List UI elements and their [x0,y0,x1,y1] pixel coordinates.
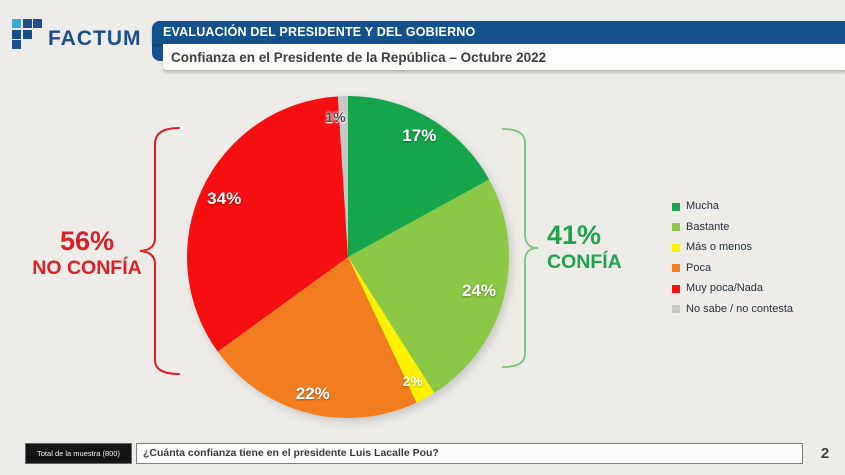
pie-chart: 17% 24% 2% 22% 34% 1% [187,96,509,418]
legend-item: Mucha [672,200,793,214]
legend-item: Bastante [672,221,793,235]
logo-square [22,19,32,28]
legend-swatch [672,243,680,252]
logo-square [12,40,21,49]
logo-square [22,29,32,39]
logo-square-empty [33,40,42,49]
confia-brace [502,128,539,368]
legend-label: Más o menos [686,241,753,253]
legend-label: Poca [686,261,712,274]
pie-slice-bastante [348,179,509,393]
legend-label: Bastante [686,220,730,233]
pie-data-label: 17% [402,126,437,146]
legend-item: Muy poca/Nada [672,282,793,296]
legend-item: Más o menos [672,241,793,255]
survey-question-text: ¿Cuánta confianza tiene en el presidente… [143,447,439,459]
no-confia-percent: 56% [59,226,115,256]
logo-square [12,19,21,28]
legend-swatch [672,284,680,293]
no-confia-label: NO CONFÍA [32,257,142,279]
pie-slice-poca [217,257,417,418]
logo-square-empty [33,30,42,39]
pie-data-label: 34% [207,188,242,208]
pie-data-label: 1% [325,109,346,126]
survey-question-box: ¿Cuánta confianza tiene en el presidente… [136,443,803,464]
legend-item: No sabe / no contesta [672,303,793,317]
pie-slice-más-o-menos [348,257,435,403]
pie-data-label: 22% [295,384,330,404]
pie-data-label: 2% [402,373,423,390]
logo-square [12,29,21,39]
legend-label: No sabe / no contesta [686,302,794,315]
legend-swatch [672,202,680,211]
chart-subtitle: Confianza en el Presidente de la Repúbli… [171,50,547,65]
no-confia-brace [139,127,180,375]
factum-logo-text: FACTUM [48,27,142,50]
factum-logo-icon [12,19,42,49]
no-confia-annotation: 56% NO CONFÍA [18,226,156,280]
header-title-bar: EVALUACIÓN DEL PRESIDENTE Y DEL GOBIERNO [152,21,845,44]
legend-label: Muy poca/Nada [686,282,764,294]
header-title: EVALUACIÓN DEL PRESIDENTE Y DEL GOBIERNO [163,25,476,39]
pie-slice-no-sabe-no-contesta [337,96,348,257]
pie-slice-muy-poca-nada [187,96,348,352]
legend-swatch [672,305,680,314]
legend-swatch [672,264,680,273]
legend-item: Poca [672,262,793,276]
page-number: 2 [820,445,830,462]
logo-square [33,19,42,28]
confia-label: CONFÍA [547,251,622,273]
logo-square-empty [23,40,32,49]
legend-swatch [672,223,680,232]
pie-data-label: 24% [461,280,496,300]
pie-slice-mucha [348,96,490,257]
sample-size-box: Total de la muestra (800) [25,443,132,464]
confia-percent: 41% [547,220,602,250]
pie-svg [187,96,509,418]
chart-legend: Mucha Bastante Más o menos Poca Muy poca/Nad… [672,200,793,323]
subtitle-bar: Confianza en el Presidente de la Repúbli… [163,44,845,71]
legend-label: Mucha [686,200,720,212]
confia-annotation: 41% CONFÍA [547,220,622,274]
factum-logo: FACTUM [12,19,142,49]
sample-size-label: Total de la muestra (800) [37,449,120,458]
